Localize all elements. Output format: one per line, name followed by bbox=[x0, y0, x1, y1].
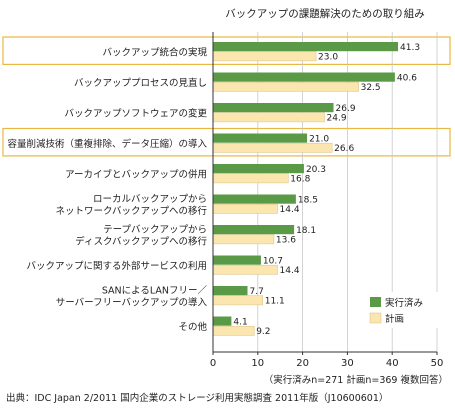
bar-done bbox=[213, 72, 395, 82]
bar-done bbox=[213, 255, 261, 265]
value-label: 24.9 bbox=[327, 114, 347, 124]
x-tick-label: 10 bbox=[251, 358, 264, 369]
category-label: バックアップに関する外部サービスの利用 bbox=[26, 260, 207, 272]
value-label: 10.7 bbox=[263, 257, 283, 267]
value-label: 11.1 bbox=[265, 297, 285, 307]
x-tick-label: 50 bbox=[431, 358, 444, 369]
value-label: 32.5 bbox=[361, 83, 381, 93]
value-label: 16.8 bbox=[290, 175, 310, 185]
category-label: バックアッププロセスの見直し bbox=[74, 77, 207, 89]
value-label: 21.0 bbox=[309, 135, 329, 145]
x-tick-label: 30 bbox=[341, 358, 354, 369]
bar-plan bbox=[212, 234, 275, 245]
bar-plan bbox=[212, 264, 278, 275]
bar-done bbox=[213, 225, 295, 235]
bar-done bbox=[213, 42, 399, 52]
highlight-box bbox=[2, 36, 451, 65]
legend-label: 実行済み bbox=[385, 297, 423, 309]
legend-swatch bbox=[370, 297, 381, 307]
bar-plan bbox=[212, 173, 289, 184]
bar-plan bbox=[212, 112, 325, 123]
legend-label: 計画 bbox=[385, 313, 404, 325]
value-label: 26.6 bbox=[334, 144, 354, 154]
value-label: 41.3 bbox=[400, 43, 420, 53]
value-label: 40.6 bbox=[397, 74, 417, 84]
highlight-box bbox=[2, 127, 451, 157]
value-label: 14.4 bbox=[280, 205, 300, 215]
category-label: バックアップソフトウェアの変更 bbox=[64, 107, 207, 119]
x-tick-label: 20 bbox=[296, 358, 309, 369]
bar-done bbox=[213, 316, 232, 326]
category-label: 容量削減技術（重複排除、データ圧縮）の導入 bbox=[7, 138, 207, 150]
source-note: 出典：IDC Japan 2/2011 国内企業のストレージ利用実態調査 201… bbox=[6, 392, 388, 404]
value-label: 4.1 bbox=[233, 318, 247, 328]
value-label: 20.3 bbox=[306, 165, 326, 175]
x-tick-label: 0 bbox=[210, 358, 216, 369]
bar-done bbox=[213, 194, 296, 204]
category-label: ローカルバックアップから bbox=[93, 194, 207, 205]
category-label: テープバックアップから bbox=[103, 224, 207, 235]
sample-size-note: （実行済みn=271 計画n=369 複数回答） bbox=[264, 374, 448, 386]
category-label: その他 bbox=[178, 321, 207, 333]
bar-done bbox=[213, 103, 334, 113]
bar-done bbox=[213, 164, 304, 174]
category-label: サーバーフリーバックアップの導入 bbox=[56, 297, 208, 309]
category-label: SANによるLANフリー／ bbox=[102, 285, 208, 296]
bar-done bbox=[213, 286, 248, 296]
category-label: バックアップ統合の実現 bbox=[102, 46, 207, 58]
bar-plan bbox=[212, 203, 278, 214]
bar-done bbox=[213, 133, 308, 143]
chart-title: バックアップの課題解決のための取り組み bbox=[225, 7, 425, 20]
bar-plan bbox=[212, 295, 263, 306]
value-label: 23.0 bbox=[318, 53, 338, 63]
legend-swatch bbox=[369, 312, 382, 324]
bar-plan bbox=[212, 325, 255, 336]
value-label: 14.4 bbox=[280, 266, 300, 276]
value-label: 18.1 bbox=[296, 226, 316, 236]
category-label: ディスクバックアップへの移行 bbox=[75, 236, 207, 248]
category-label: アーカイブとバックアップの併用 bbox=[65, 168, 207, 180]
value-label: 7.7 bbox=[249, 287, 263, 297]
bar-plan bbox=[212, 142, 333, 153]
bar-plan bbox=[212, 51, 317, 62]
value-label: 13.6 bbox=[276, 236, 296, 246]
value-label: 18.5 bbox=[298, 196, 318, 206]
bar-plan bbox=[212, 81, 359, 92]
value-label: 26.9 bbox=[336, 104, 356, 114]
value-label: 9.2 bbox=[256, 327, 270, 337]
category-label: ネットワークバックアップへの移行 bbox=[55, 205, 207, 217]
x-tick-label: 40 bbox=[386, 358, 399, 369]
